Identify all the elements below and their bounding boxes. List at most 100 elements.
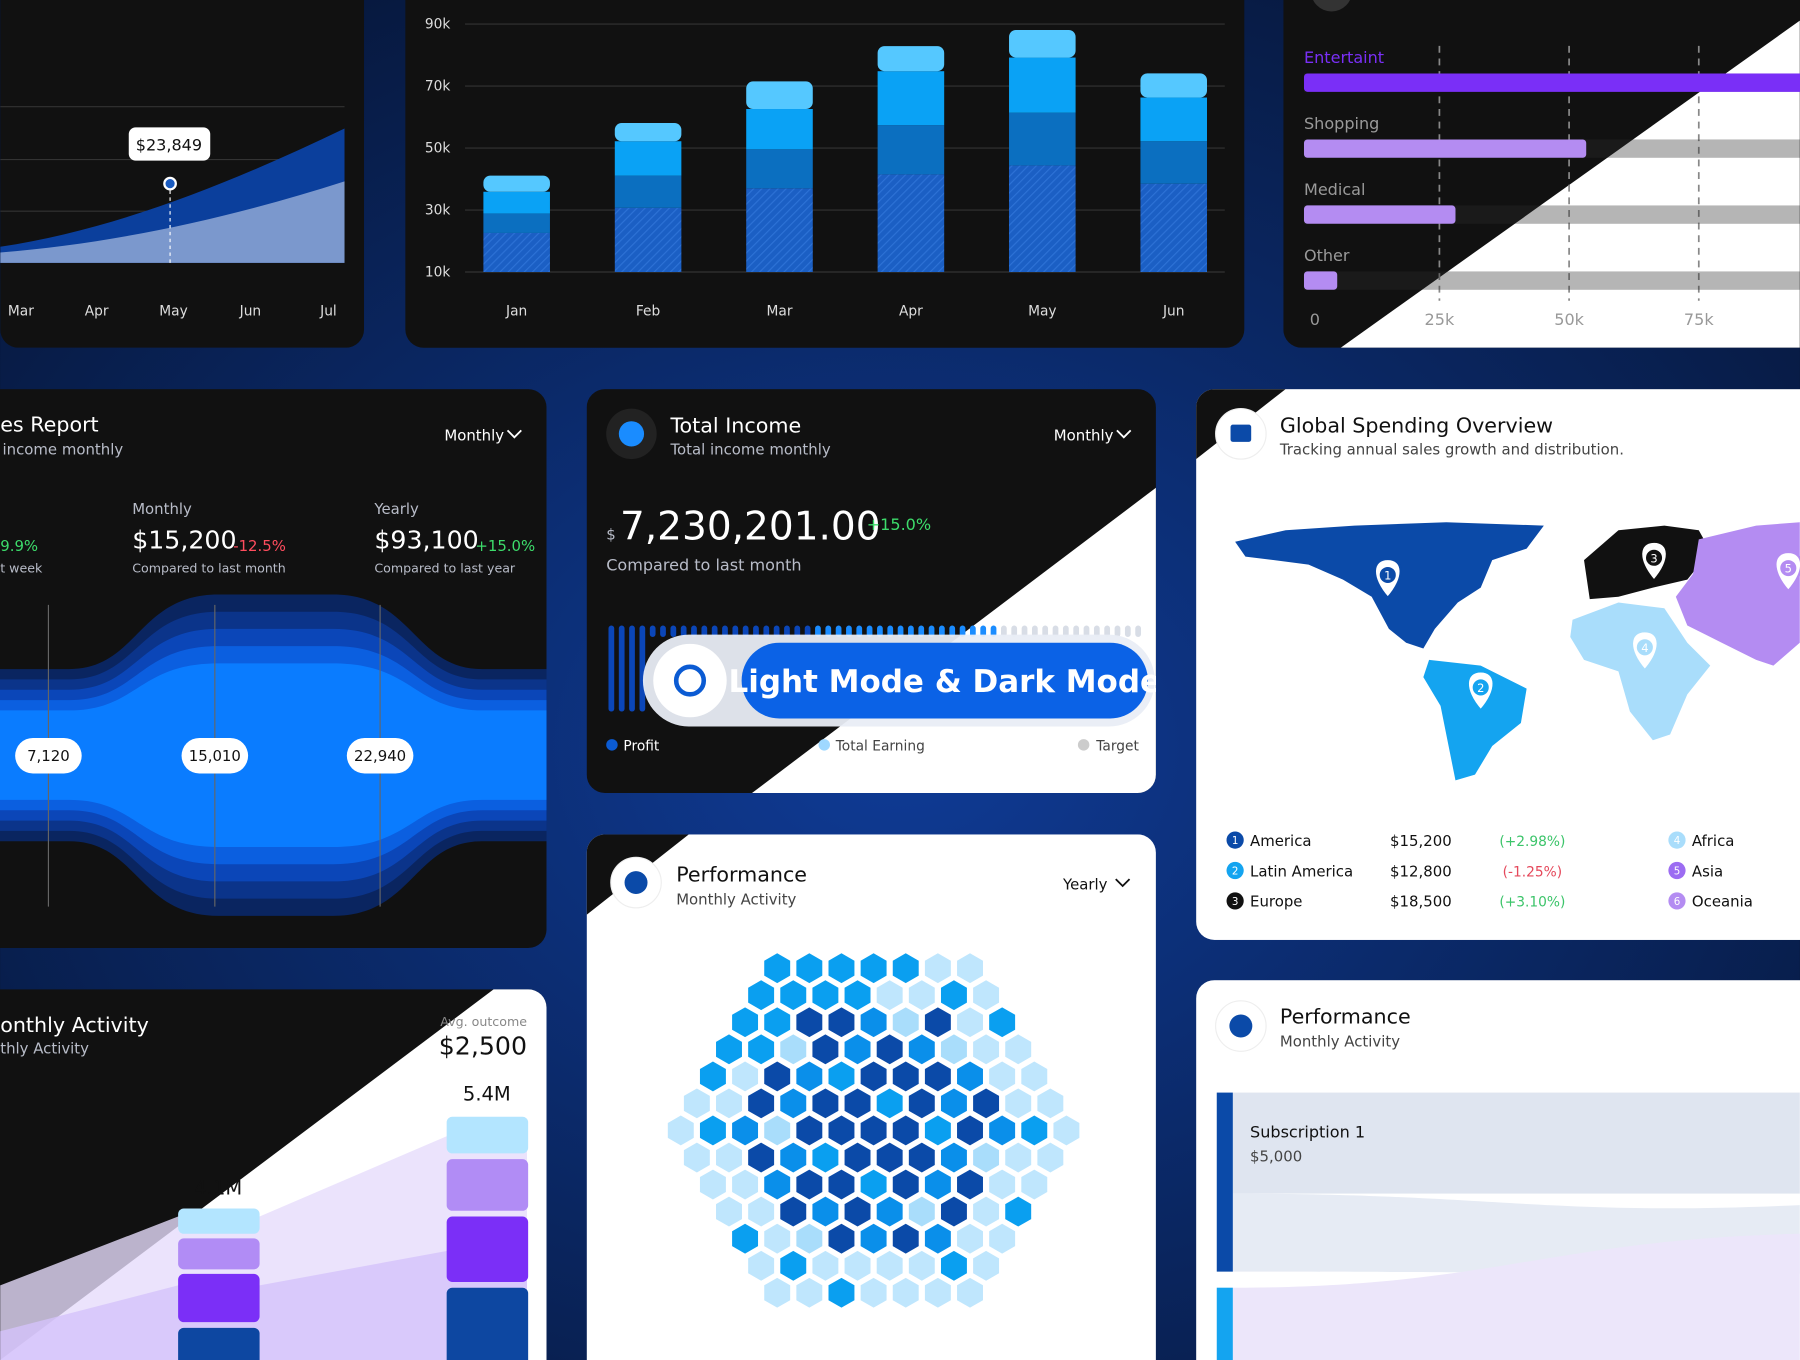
hex: [989, 1223, 1016, 1254]
y-tick-label: 10k: [425, 265, 451, 281]
currency: $: [606, 525, 615, 543]
toggle-label-bg[interactable]: [741, 642, 1148, 719]
progress-tick: [1052, 625, 1059, 637]
hex: [940, 1250, 967, 1281]
progress-tick: [1124, 625, 1131, 637]
progress-tick: [1011, 625, 1018, 637]
progress-tick: [908, 625, 914, 637]
region-name: America: [1250, 832, 1312, 850]
dropdown-label[interactable]: Yearly: [1062, 875, 1108, 893]
hex: [973, 1250, 1000, 1281]
hex: [989, 1007, 1016, 1038]
progress-tick: [918, 625, 925, 637]
sales-card: es Report income monthly Monthly 9.9% t …: [0, 389, 547, 948]
card-title: es Report: [0, 413, 98, 437]
icon: [624, 871, 648, 895]
pin-number: 1: [1384, 569, 1391, 583]
hex: [1005, 1142, 1032, 1173]
pin-number: 5: [1785, 562, 1792, 576]
flow: [1232, 1092, 1800, 1194]
legend-label: Profit: [623, 739, 660, 755]
hex: [1053, 1115, 1080, 1146]
category-label: Shopping: [1304, 114, 1379, 133]
progress-tick: [1062, 625, 1069, 637]
hex: [732, 1007, 759, 1038]
dropdown-label[interactable]: Monthly: [444, 427, 504, 445]
chevron[interactable]: [506, 429, 522, 439]
hex: [989, 1061, 1016, 1092]
legend-dot: [1226, 892, 1244, 910]
hex: [989, 1115, 1016, 1146]
change: +15.0%: [867, 515, 931, 534]
continent: [1570, 602, 1711, 741]
hex: [764, 1277, 791, 1308]
bar-segment: [1009, 57, 1076, 113]
region-change: (-1.25%): [1503, 864, 1562, 880]
hex: [764, 953, 791, 984]
hex: [812, 1088, 839, 1119]
hex: [940, 1034, 967, 1065]
bar: [1303, 205, 1456, 224]
light-split: [1340, 20, 1800, 348]
chevron[interactable]: [1116, 429, 1132, 439]
hex: [924, 1169, 951, 1200]
region-name: Asia: [1692, 862, 1723, 880]
bar-segment: [877, 174, 945, 272]
progress-tick: [670, 625, 677, 637]
hex: [940, 1088, 967, 1119]
dropdown[interactable]: Yearly: [1062, 875, 1131, 893]
hex-grid: [667, 953, 1080, 1308]
band: [0, 1250, 528, 1360]
stat-label: Yearly: [373, 500, 419, 518]
note: Compared to last month: [606, 555, 801, 574]
progress-tick: [629, 625, 635, 712]
hex: [748, 1034, 775, 1065]
avg-value: $2,500: [439, 1032, 527, 1061]
hex: [973, 1196, 1000, 1227]
stat-value: $93,100: [374, 526, 478, 555]
card-subtitle: income monthly: [3, 440, 124, 458]
hex: [924, 953, 951, 984]
hex: [844, 1142, 871, 1173]
dropdown[interactable]: Monthly: [1054, 427, 1132, 445]
card-subtitle: Total income monthly: [669, 440, 830, 458]
x-tick-label: Jan: [505, 304, 527, 320]
hex: [796, 1061, 823, 1092]
hex: [764, 1007, 791, 1038]
hex: [892, 953, 919, 984]
bar-segment: [746, 188, 813, 272]
tooltip: [128, 127, 211, 161]
toggle-label[interactable]: Light Mode & Dark Mode: [729, 664, 1162, 700]
hex: [892, 1007, 919, 1038]
progress-tick: [1093, 625, 1100, 637]
hex: [764, 1169, 791, 1200]
toggle-knob[interactable]: [653, 643, 727, 718]
node-label: Subscription 1: [1250, 1122, 1365, 1141]
dropdown-label[interactable]: Monthly: [1054, 427, 1114, 445]
hex: [844, 1088, 871, 1119]
icon: [1229, 1014, 1253, 1038]
pill: [181, 737, 249, 774]
progress-tick: [711, 625, 718, 637]
progress-bars: [608, 625, 1142, 712]
hex: [732, 1169, 759, 1200]
hex: [828, 1277, 855, 1308]
hex: [924, 1007, 951, 1038]
hex: [844, 980, 871, 1011]
progress-tick: [691, 625, 697, 637]
chevron[interactable]: [1115, 878, 1131, 888]
stack-block: [446, 1287, 529, 1360]
legend-dot: [1668, 831, 1686, 849]
pin-dot: [1379, 566, 1396, 584]
progress-tick: [794, 625, 801, 637]
hex: [957, 953, 983, 984]
y-tick-label: 30k: [425, 203, 451, 219]
hex: [908, 980, 935, 1011]
bar: [1303, 271, 1338, 290]
hex: [699, 1061, 726, 1092]
hex: [924, 1223, 951, 1254]
x-tick-label: Feb: [636, 304, 660, 320]
stack-block: [178, 1238, 260, 1270]
dropdown[interactable]: Monthly: [444, 427, 522, 445]
stat-note: Compared to last year: [374, 561, 516, 576]
